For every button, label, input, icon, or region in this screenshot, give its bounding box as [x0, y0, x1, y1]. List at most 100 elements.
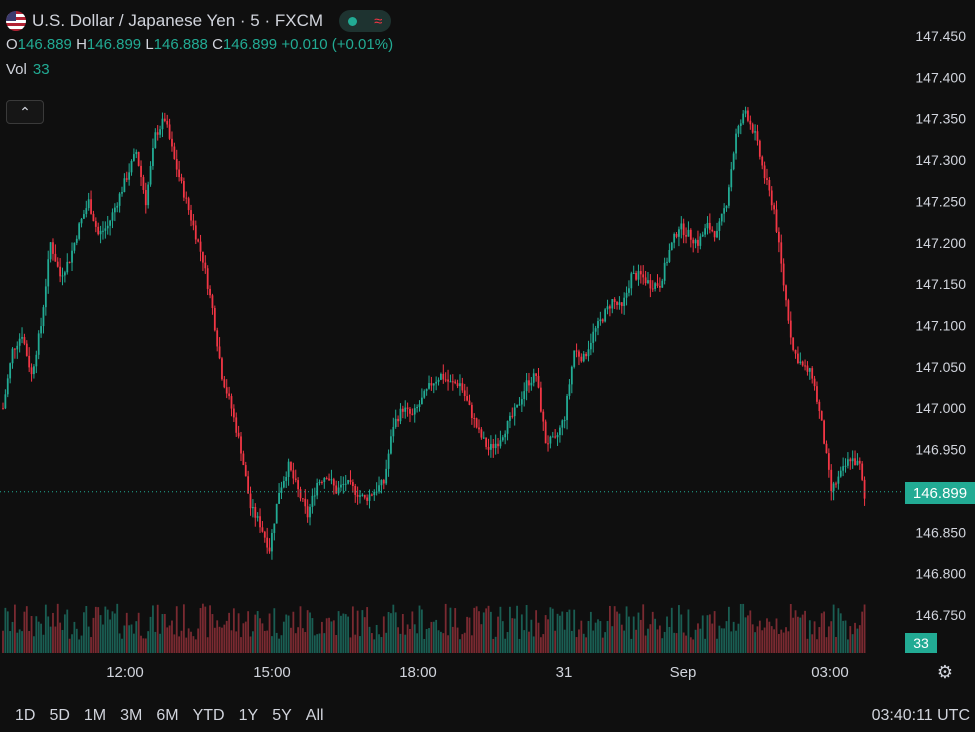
volume-bar	[811, 634, 814, 653]
range-button-all[interactable]: All	[305, 707, 324, 724]
range-button-5y[interactable]: 5Y	[272, 707, 292, 724]
volume-bar	[149, 616, 152, 653]
volume-bar	[797, 616, 799, 653]
utc-clock[interactable]: 03:40:11 UTC	[871, 707, 970, 724]
volume-bar	[461, 634, 464, 653]
volume-bar	[442, 633, 445, 653]
candle-body	[171, 138, 173, 147]
candle-body	[642, 274, 645, 278]
candle-body	[137, 151, 140, 166]
volume-bar	[568, 609, 571, 653]
volume-bar	[344, 614, 347, 653]
time-tick-label: 03:00	[811, 664, 849, 681]
settings-gear-icon[interactable]: ⚙	[936, 661, 954, 682]
price-tick-label: 147.100	[915, 318, 966, 334]
candle-body	[244, 465, 247, 477]
volume-bar	[513, 618, 516, 653]
volume-bar	[182, 604, 185, 653]
candle-body	[490, 444, 492, 450]
volume-bar	[375, 624, 378, 653]
candle-body	[235, 417, 238, 433]
candle-body	[425, 388, 428, 392]
candle-body	[728, 187, 730, 206]
range-button-5d[interactable]: 5D	[49, 707, 70, 724]
volume-bar	[625, 606, 628, 653]
candle-body	[211, 295, 214, 309]
candle-body	[413, 408, 416, 415]
candle-body	[313, 495, 316, 497]
candle-body	[323, 478, 326, 483]
volume-bar	[768, 621, 771, 653]
volume-bar	[837, 608, 840, 653]
price-tick-label: 147.050	[915, 359, 966, 375]
candle-body	[202, 251, 204, 263]
volume-bar	[418, 605, 421, 653]
candle-body	[330, 479, 333, 481]
volume-bar	[644, 635, 647, 653]
candle-body	[561, 420, 564, 428]
volume-bar	[130, 624, 133, 653]
candle-body	[463, 390, 466, 397]
volume-bar	[71, 634, 73, 653]
volume-bar	[830, 621, 833, 653]
candle-body	[785, 285, 787, 301]
volume-bar	[156, 604, 159, 653]
candle-body	[839, 470, 842, 477]
candle-body	[539, 387, 542, 412]
volume-bar	[561, 611, 564, 653]
volume-bar	[411, 611, 414, 653]
range-button-1d[interactable]: 1D	[15, 707, 36, 724]
range-button-3m[interactable]: 3M	[120, 707, 143, 724]
candle-body	[639, 271, 642, 275]
candle-body	[123, 178, 126, 192]
volume-bar	[739, 603, 742, 653]
volume-bar	[328, 617, 330, 653]
candle-body	[102, 230, 104, 232]
volume-bar	[437, 630, 440, 653]
volume-bar	[459, 639, 461, 653]
volume-bar	[335, 635, 338, 653]
candle-body	[232, 408, 235, 418]
time-tick-label: 15:00	[253, 664, 291, 681]
volume-bar	[597, 619, 599, 653]
candle-body	[328, 478, 330, 481]
candle-body	[409, 408, 411, 414]
range-button-1y[interactable]: 1Y	[238, 707, 259, 724]
volume-bar	[854, 622, 856, 653]
volume-bar	[337, 611, 340, 653]
market-status-badge[interactable]: ≈	[339, 10, 392, 32]
volume-bar	[601, 637, 604, 653]
volume-bar	[382, 616, 385, 653]
candle-body	[404, 407, 407, 412]
candle-body	[628, 288, 630, 293]
volume-bar	[397, 627, 399, 653]
candle-body	[159, 129, 161, 135]
collapse-legend-button[interactable]: ⌃	[6, 100, 44, 124]
candle-body	[275, 503, 278, 524]
candle-body	[682, 223, 685, 236]
candle-body	[213, 308, 216, 331]
volume-bar	[563, 629, 566, 653]
candle-body	[187, 198, 190, 211]
candle-body	[273, 523, 276, 534]
volume-bar	[682, 632, 685, 653]
volume-bar	[861, 611, 864, 653]
candle-body	[737, 126, 740, 134]
high-value: 146.899	[86, 36, 142, 53]
volume-bar	[551, 608, 554, 653]
volume-bar	[490, 611, 492, 653]
range-button-1m[interactable]: 1M	[83, 707, 107, 724]
volume-bar	[159, 633, 161, 653]
symbol-title[interactable]: U.S. Dollar / Japanese Yen · 5 · FXCM	[32, 11, 324, 30]
candle-body	[354, 486, 357, 495]
candle-body	[597, 321, 599, 329]
candle-body	[613, 299, 616, 302]
chart-canvas[interactable]: 147.450 147.400 147.350 147.300 147.250 147.2…	[0, 0, 975, 700]
volume-bar	[704, 638, 706, 653]
range-button-6m[interactable]: 6M	[156, 707, 179, 724]
volume-bar	[404, 634, 407, 653]
candle-body	[344, 483, 347, 485]
range-button-ytd[interactable]: YTD	[192, 707, 225, 724]
volume-bar	[801, 614, 804, 653]
candle-body	[78, 223, 81, 239]
